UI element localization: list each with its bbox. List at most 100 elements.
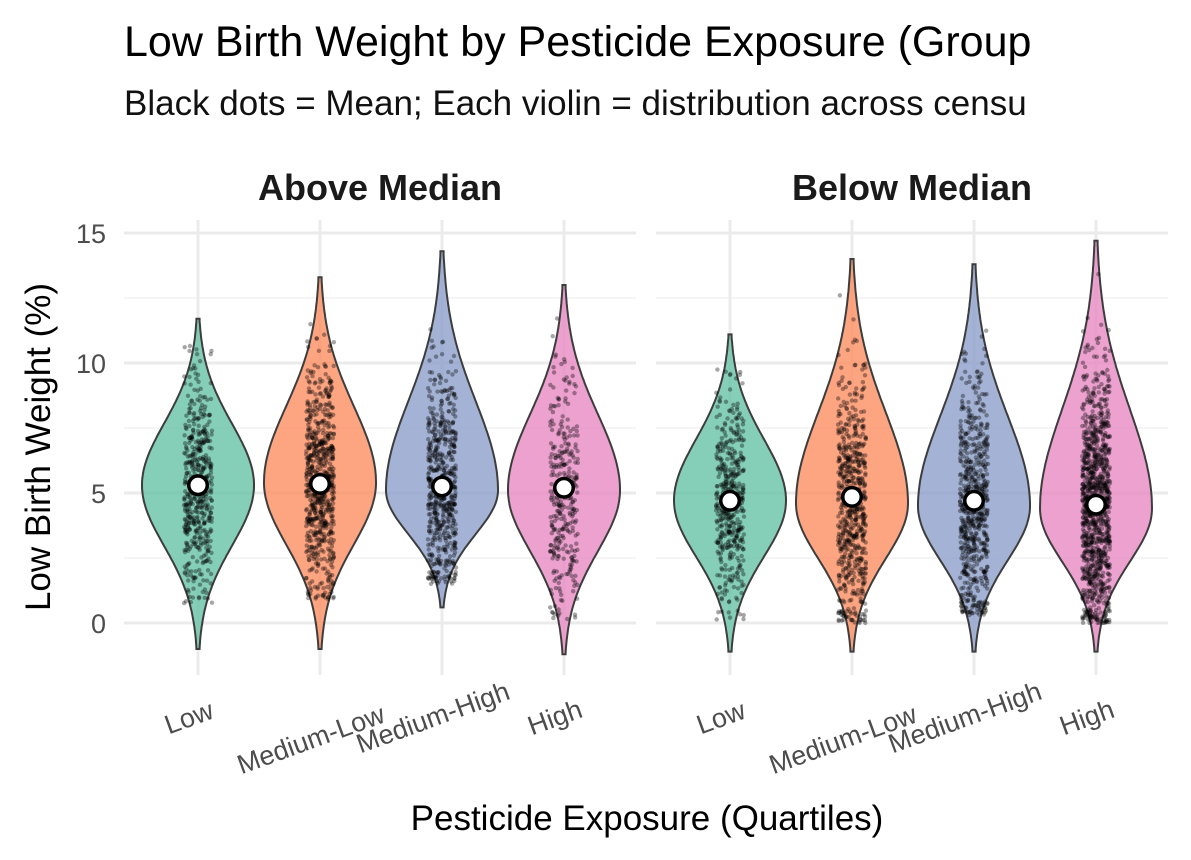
- data-point: [446, 519, 452, 524]
- data-point: [198, 524, 203, 529]
- data-point: [192, 446, 197, 452]
- data-point: [715, 425, 720, 430]
- data-point: [200, 510, 205, 515]
- data-point: [552, 578, 557, 583]
- data-point: [207, 514, 212, 519]
- data-point: [727, 599, 732, 604]
- data-point: [444, 508, 449, 514]
- data-point: [307, 557, 312, 563]
- data-point: [308, 591, 313, 597]
- violin: [263, 276, 377, 650]
- data-point: [187, 435, 192, 441]
- data-point: [329, 507, 334, 512]
- data-point: [836, 531, 842, 537]
- data-point: [446, 409, 451, 414]
- data-point: [208, 489, 213, 494]
- data-point: [316, 541, 321, 546]
- data-point: [193, 366, 198, 371]
- data-point: [1088, 535, 1093, 540]
- data-point: [1106, 534, 1111, 540]
- data-point: [331, 554, 337, 559]
- data-point: [980, 402, 985, 407]
- data-point: [315, 496, 321, 501]
- data-point: [426, 454, 431, 460]
- data-point: [549, 481, 554, 487]
- data-point: [556, 397, 561, 402]
- data-point: [449, 547, 455, 552]
- data-point: [183, 462, 188, 467]
- data-point: [205, 538, 210, 543]
- data-point: [309, 519, 314, 524]
- data-point: [968, 567, 974, 572]
- x-tick-label: Low: [161, 695, 218, 740]
- data-point: [209, 519, 214, 524]
- data-point: [320, 431, 326, 436]
- data-point: [435, 527, 440, 532]
- data-point: [331, 490, 337, 495]
- data-point: [307, 441, 312, 447]
- data-point: [186, 548, 191, 553]
- data-point: [204, 590, 209, 595]
- data-point: [197, 535, 202, 540]
- data-point: [1088, 527, 1093, 533]
- data-point: [862, 373, 868, 378]
- data-point: [452, 543, 457, 548]
- data-point: [313, 392, 318, 397]
- data-point: [854, 517, 859, 522]
- data-point: [312, 412, 317, 418]
- data-point: [306, 422, 311, 427]
- data-point: [309, 435, 315, 440]
- data-point: [328, 529, 333, 535]
- data-point: [313, 493, 318, 499]
- data-point: [453, 395, 458, 401]
- data-point: [718, 557, 723, 562]
- data-point: [320, 566, 326, 571]
- data-point: [434, 518, 439, 523]
- data-point: [307, 517, 312, 522]
- data-point: [1092, 603, 1097, 608]
- data-point: [191, 518, 196, 523]
- data-point: [570, 508, 575, 513]
- data-point: [207, 508, 212, 513]
- data-point: [1103, 353, 1108, 358]
- data-point: [327, 509, 332, 515]
- data-point: [192, 495, 197, 501]
- data-point: [1088, 415, 1093, 420]
- data-point: [194, 498, 199, 504]
- data-point: [977, 527, 982, 532]
- data-point: [447, 423, 452, 429]
- data-point: [323, 441, 329, 446]
- data-point: [319, 420, 324, 425]
- data-point: [857, 614, 863, 619]
- data-point: [313, 505, 318, 511]
- data-point: [314, 516, 319, 521]
- data-point: [187, 406, 192, 412]
- data-point: [304, 482, 309, 488]
- data-point: [182, 495, 187, 500]
- data-point: [205, 558, 210, 563]
- data-point: [549, 591, 554, 597]
- data-point: [970, 465, 976, 471]
- data-point: [183, 451, 188, 456]
- data-point: [845, 521, 850, 527]
- data-point: [847, 411, 852, 416]
- data-point: [195, 429, 201, 434]
- data-point: [188, 515, 193, 520]
- data-point: [837, 293, 843, 298]
- data-point: [323, 458, 329, 463]
- data-point: [307, 511, 312, 516]
- data-point: [304, 543, 309, 548]
- data-point: [208, 511, 213, 516]
- data-point: [447, 401, 452, 406]
- data-point: [427, 448, 433, 453]
- x-tick-label: Low: [693, 695, 750, 740]
- data-point: [187, 402, 193, 407]
- data-point: [186, 521, 192, 526]
- data-point: [202, 527, 207, 533]
- data-point: [198, 543, 203, 548]
- data-point: [440, 436, 446, 441]
- data-point: [448, 452, 453, 458]
- data-point: [841, 598, 846, 603]
- data-point: [717, 398, 722, 403]
- data-point: [321, 499, 327, 504]
